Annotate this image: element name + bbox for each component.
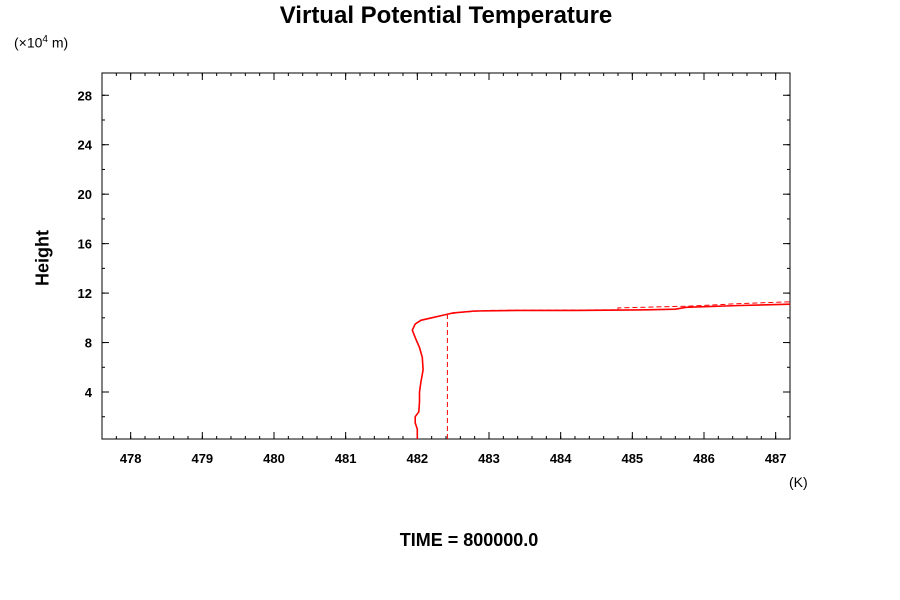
y-tick-label: 12 xyxy=(78,286,92,301)
x-axis-unit-label: (K) xyxy=(789,474,808,490)
plot-frame xyxy=(101,72,791,440)
x-tick-label: 484 xyxy=(550,451,572,466)
series-group xyxy=(411,301,791,439)
x-tick-label: 482 xyxy=(406,451,428,466)
x-tick-label: 481 xyxy=(335,451,357,466)
axis-ticks xyxy=(101,73,791,439)
y-tick-label: 8 xyxy=(85,336,92,351)
y-unit-suffix: m) xyxy=(47,34,69,51)
x-tick-label: 478 xyxy=(120,451,142,466)
y-unit-prefix: (×10 xyxy=(14,34,43,51)
y-axis-scale-label: (×104 m) xyxy=(14,34,68,51)
y-unit-exponent: 4 xyxy=(42,34,48,45)
series-line-dashed xyxy=(446,301,791,439)
x-tick-label: 486 xyxy=(693,451,715,466)
x-tick-label: 487 xyxy=(765,451,787,466)
y-tick-label: 20 xyxy=(78,187,92,202)
tick-labels: 478 479 480 481 482 483 484 485 486 487 4 8 12 16 20 24… xyxy=(78,88,787,466)
x-tick-label: 480 xyxy=(263,451,285,466)
y-tick-label: 4 xyxy=(85,385,93,400)
time-label: TIME = 800000.0 xyxy=(399,530,539,550)
x-tick-label: 483 xyxy=(478,451,500,466)
y-tick-label: 16 xyxy=(78,237,92,252)
y-tick-label: 28 xyxy=(78,88,92,103)
x-tick-label: 479 xyxy=(191,451,213,466)
x-tick-label: 485 xyxy=(621,451,643,466)
chart-title: Virtual Potential Temperature xyxy=(279,2,613,29)
series-line-solid xyxy=(411,303,791,439)
y-tick-label: 24 xyxy=(78,138,93,153)
